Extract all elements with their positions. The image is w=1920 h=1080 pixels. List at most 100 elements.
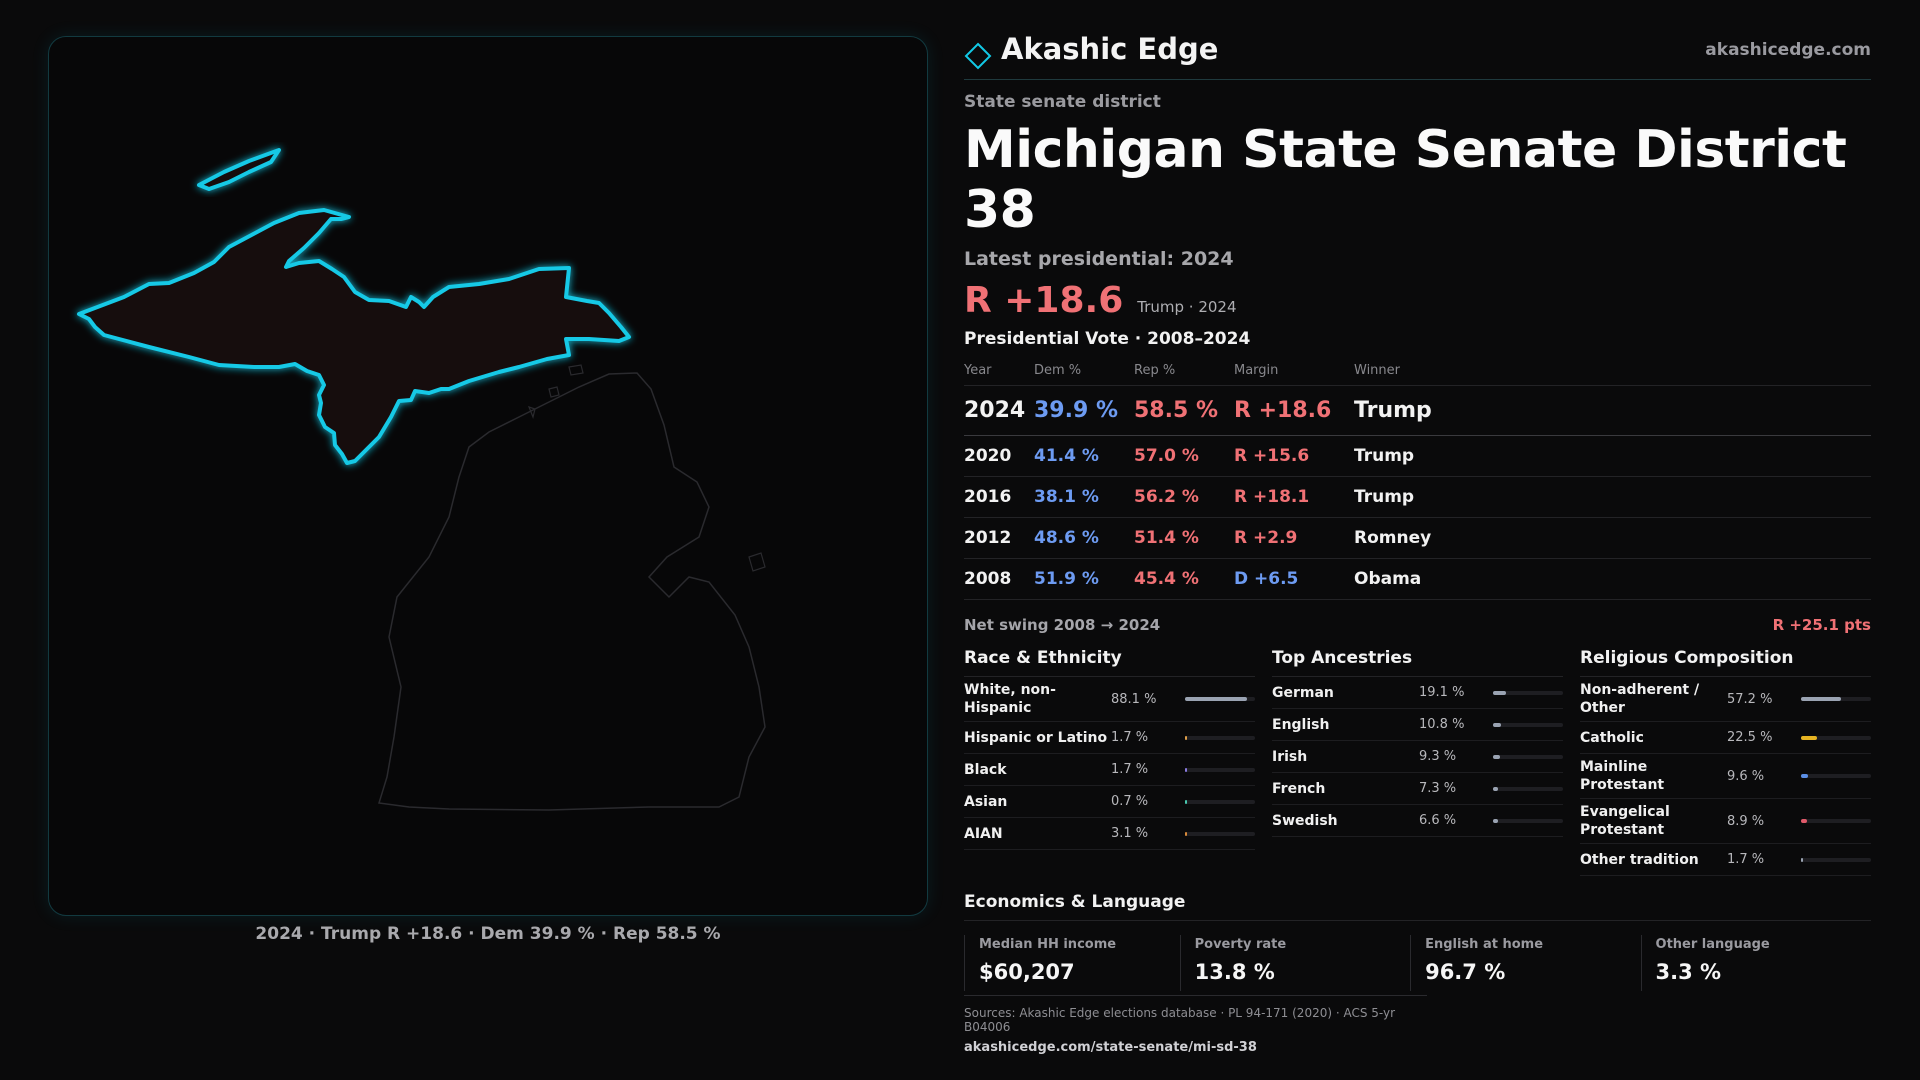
stat-card: Other language 3.3 % [1640,935,1871,991]
district-map [77,148,766,811]
item-value: 1.7 % [1727,852,1765,867]
list-item: English 10.8 % [1272,709,1563,741]
row-winner: Romney [1354,517,1871,559]
item-bar [1493,818,1563,823]
item-bar-fill [1185,767,1188,772]
list-item: Other tradition 1.7 % [1580,844,1871,876]
lower-peninsula-outline [378,372,766,811]
list-item: Swedish 6.6 % [1272,805,1563,837]
item-label: Irish [1272,748,1308,765]
item-value: 9.6 % [1727,768,1765,784]
ancestries-panel: Top Ancestries German 19.1 % English 10.8 %… [1272,648,1563,876]
row-rep: 45.4 % [1134,558,1234,600]
stat-card: Median HH income $60,207 [964,935,1180,991]
item-bar-fill [1185,697,1247,701]
row-year: 2008 [964,558,1034,600]
item-bar [1801,735,1871,740]
item-value: 19.1 % [1419,685,1465,700]
list-item: Asian 0.7 % [964,786,1255,818]
item-bar [1801,819,1871,823]
stat-label: Median HH income [979,937,1117,952]
isle-royale-outline [197,148,281,191]
stat-label: Poverty rate [1194,937,1287,952]
row-year: 2024 [964,385,1034,436]
stat-card: Poverty rate 13.8 % [1179,935,1410,991]
item-value: 9.3 % [1419,749,1457,764]
item-bar-fill [1801,735,1817,740]
item-bar-fill [1801,819,1808,823]
map-caption: 2024 · Trump R +18.6 · Dem 39.9 % · Rep … [255,924,721,944]
row-margin: R +2.9 [1234,517,1354,559]
item-label: Other tradition [1580,851,1699,868]
stat-value: 13.8 % [1194,960,1275,984]
list-item: Black 1.7 % [964,754,1255,786]
table-row: 2016 38.1 % 56.2 % R +18.1 Trump [964,476,1871,518]
stat-value: $60,207 [979,960,1075,984]
list-item: German 19.1 % [1272,677,1563,709]
row-margin: D +6.5 [1234,558,1354,600]
demographics-section: Race & Ethnicity White, non-Hispanic 88.1… [964,648,1871,876]
row-dem: 48.6 % [1034,517,1134,559]
row-dem: 51.9 % [1034,558,1134,600]
site-header: Akashic Edge akashicedge.com [964,30,1871,80]
list-item: Hispanic or Latino 1.7 % [964,722,1255,754]
row-rep: 58.5 % [1134,385,1234,436]
row-dem: 41.4 % [1034,435,1134,477]
item-bar-fill [1493,818,1498,823]
list-item: Catholic 22.5 % [1580,722,1871,754]
item-label: German [1272,684,1334,701]
col-header-dem: Dem % [1034,359,1134,386]
col-header-winner: Winner [1354,359,1871,386]
item-label: Black [964,761,1007,778]
item-label: Catholic [1580,729,1644,746]
headline-margin-note: Trump · 2024 [1137,298,1237,316]
latest-presidential: Latest presidential: 2024 [964,248,1234,270]
item-value: 6.6 % [1419,813,1457,828]
item-bar [1493,722,1563,727]
item-label: Hispanic or Latino [964,729,1108,746]
upper-peninsula-district [77,208,631,465]
list-item: White, non-Hispanic 88.1 % [964,677,1255,722]
stat-label: English at home [1425,937,1544,952]
item-bar [1185,735,1255,740]
district-map-panel [48,36,928,916]
col-header-year: Year [964,359,1034,386]
item-label: Swedish [1272,812,1338,829]
sources-footer: Sources: Akashic Edge elections database… [964,995,1427,1055]
race-ethnicity-title: Race & Ethnicity [964,648,1255,677]
list-item: French 7.3 % [1272,773,1563,805]
brand-name[interactable]: Akashic Edge [1001,32,1219,66]
site-url-link[interactable]: akashicedge.com [1705,40,1871,60]
islands-outline [527,364,584,419]
item-label: French [1272,780,1326,797]
net-swing-label: Net swing 2008 → 2024 [964,616,1161,634]
item-value: 0.7 % [1111,794,1149,809]
row-rep: 57.0 % [1134,435,1234,477]
row-winner: Obama [1354,558,1871,600]
stat-label: Other language [1655,937,1770,952]
ancestries-title: Top Ancestries [1272,648,1563,677]
row-margin: R +18.1 [1234,476,1354,518]
col-header-margin: Margin [1234,359,1354,386]
headline-margin: R +18.6 Trump · 2024 [964,280,1871,321]
row-year: 2020 [964,435,1034,477]
row-dem: 39.9 % [1034,385,1134,436]
row-margin: R +18.6 [1234,385,1354,436]
row-rep: 51.4 % [1134,517,1234,559]
stat-card: English at home 96.7 % [1410,935,1640,991]
item-bar-fill [1493,786,1499,791]
item-value: 3.1 % [1111,826,1149,841]
item-bar [1801,857,1871,862]
item-bar-fill [1801,697,1842,701]
stat-value: 96.7 % [1425,960,1506,984]
row-winner: Trump [1354,476,1871,518]
permalink[interactable]: akashicedge.com/state-senate/mi-sd-38 [964,1040,1257,1055]
row-rep: 56.2 % [1134,476,1234,518]
item-bar [1185,799,1255,804]
net-swing-value: R +25.1 pts [1772,616,1871,634]
sources-line: Sources: Akashic Edge elections database… [964,1006,1396,1034]
presidential-vote-table: Year Dem % Rep % Margin Winner 2024 39.9… [964,359,1871,600]
item-bar-fill [1493,690,1507,695]
religion-title: Religious Composition [1580,648,1871,677]
item-label: Non-adherent / Other [1580,682,1700,716]
